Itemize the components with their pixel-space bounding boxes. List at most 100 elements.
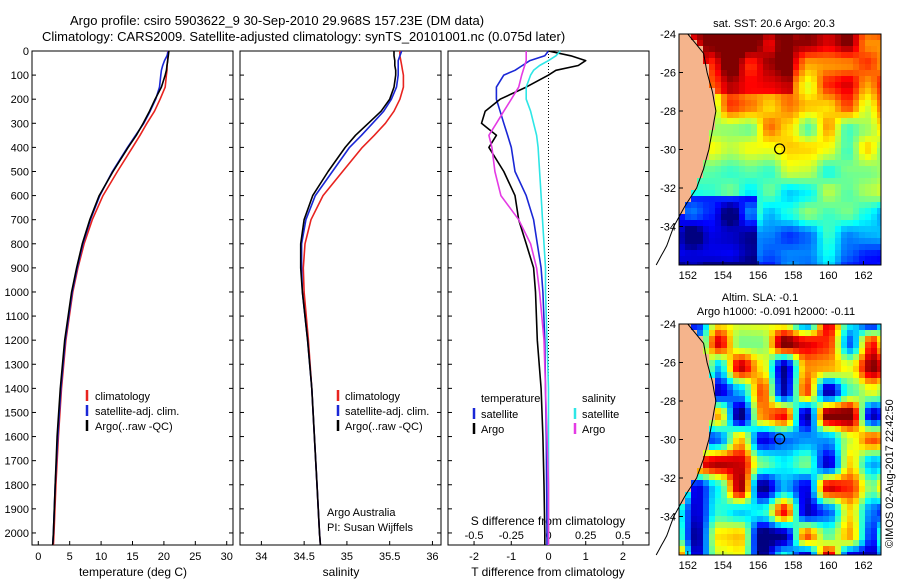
y-tick-label: 1600 (5, 432, 29, 444)
map-cell (775, 516, 781, 522)
map-cell (703, 336, 709, 342)
map-cell (685, 468, 691, 474)
map-cell (697, 190, 703, 196)
map-cell (823, 76, 829, 82)
map-cell (679, 238, 685, 244)
map-cell (805, 94, 811, 100)
map-cell (877, 366, 881, 372)
map-cell (859, 64, 865, 70)
map-cell (841, 64, 847, 70)
map-cell (859, 528, 865, 534)
map-cell (715, 528, 721, 534)
map-cell (751, 130, 757, 136)
map-cell (835, 106, 841, 112)
map-cell (817, 70, 823, 76)
map-cell (727, 486, 733, 492)
map-cell (709, 220, 715, 226)
map-cell (775, 534, 781, 540)
map-cell (775, 202, 781, 208)
map-cell (715, 510, 721, 516)
map-cell (877, 390, 881, 396)
map-cell (853, 330, 859, 336)
map-cell (853, 100, 859, 106)
map-cell (727, 426, 733, 432)
map-cell (757, 214, 763, 220)
map-cell (733, 244, 739, 250)
map-cell (811, 438, 817, 444)
map-cell (829, 148, 835, 154)
map-cell (781, 94, 787, 100)
map-cell (691, 214, 697, 220)
map-cell (679, 130, 685, 136)
map-cell (715, 408, 721, 414)
map-cell (709, 124, 715, 130)
map-cell (781, 522, 787, 528)
map-cell (775, 196, 781, 202)
map-cell (865, 534, 871, 540)
map-cell (847, 64, 853, 70)
map-cell (841, 414, 847, 420)
map-cell (853, 402, 859, 408)
map-cell (763, 480, 769, 486)
map-cell (877, 76, 881, 82)
map-cell (805, 450, 811, 456)
map-cell (697, 510, 703, 516)
map-cell (829, 474, 835, 480)
map-cell (823, 384, 829, 390)
map-cell (763, 70, 769, 76)
map-cell (781, 40, 787, 46)
map-cell (787, 396, 793, 402)
map-cell (727, 172, 733, 178)
map-cell (727, 390, 733, 396)
map-cell (811, 510, 817, 516)
map-cell (679, 154, 685, 160)
map-cell (697, 480, 703, 486)
map-cell (823, 112, 829, 118)
map-cell (769, 232, 775, 238)
map-cell (679, 378, 685, 384)
map-cell (775, 546, 781, 552)
map-cell (841, 166, 847, 172)
map-cell (793, 232, 799, 238)
map-cell (691, 408, 697, 414)
map-cell (787, 540, 793, 546)
map-cell (739, 76, 745, 82)
map-cell (841, 492, 847, 498)
map-cell (859, 100, 865, 106)
map-cell (757, 256, 763, 262)
map-cell (829, 504, 835, 510)
map-cell (697, 100, 703, 106)
map-cell (679, 396, 685, 402)
map-cell (721, 220, 727, 226)
map-cell (775, 552, 781, 555)
map-cell (787, 40, 793, 46)
map-cell (763, 208, 769, 214)
map-cell (769, 534, 775, 540)
map-cell (829, 522, 835, 528)
map-cell (787, 336, 793, 342)
map-cell (739, 546, 745, 552)
map-cell (781, 492, 787, 498)
map-cell (853, 58, 859, 64)
map-cell (793, 378, 799, 384)
map-cell (859, 154, 865, 160)
map-cell (823, 486, 829, 492)
map-cell (865, 70, 871, 76)
map-cell (847, 528, 853, 534)
map-cell (709, 522, 715, 528)
map-cell (709, 348, 715, 354)
map-cell (769, 348, 775, 354)
map-cell (865, 486, 871, 492)
map-cell (775, 486, 781, 492)
map-cell (877, 426, 881, 432)
map-cell (679, 88, 685, 94)
map-cell (799, 262, 805, 265)
map-cell (835, 256, 841, 262)
map-cell (679, 160, 685, 166)
map-cell (733, 546, 739, 552)
map-cell (703, 52, 709, 58)
map-cell (871, 546, 877, 552)
map-cell (877, 250, 881, 256)
map-cell (757, 480, 763, 486)
map-cell (793, 366, 799, 372)
